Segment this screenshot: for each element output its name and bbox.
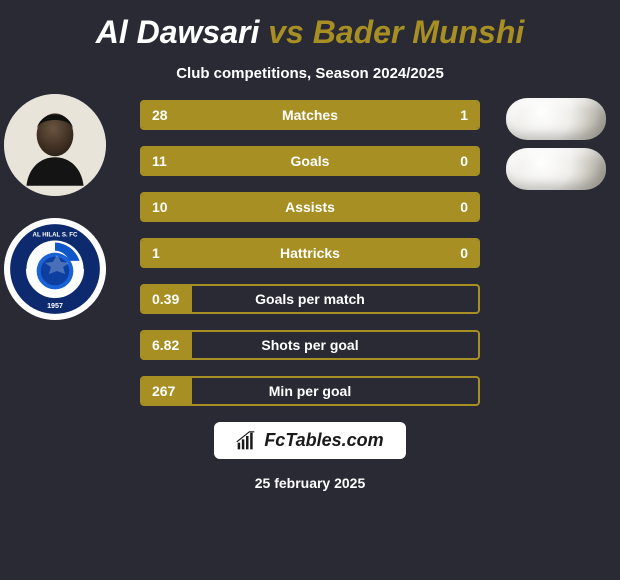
stat-row: 6.82Shots per goal (140, 330, 480, 360)
player1-name: Al Dawsari (96, 14, 260, 50)
stat-row: 110Goals (140, 146, 480, 176)
stat-row: 10Hattricks (140, 238, 480, 268)
date-text: 25 february 2025 (0, 475, 620, 491)
player2-name: Bader Munshi (313, 14, 525, 50)
chart-icon (236, 431, 256, 451)
svg-text:AL HILAL S. FC: AL HILAL S. FC (33, 231, 79, 238)
stat-label: Goals (142, 148, 478, 174)
stat-label: Hattricks (142, 240, 478, 266)
player1-club-logo: AL HILAL S. FC 1957 (4, 218, 106, 320)
player1-avatar (4, 94, 106, 196)
stat-label: Matches (142, 102, 478, 128)
stat-row: 100Assists (140, 192, 480, 222)
stat-bars: 281Matches 110Goals 100Assists 10Hattricks 0… (140, 100, 480, 406)
stat-label: Goals per match (142, 286, 478, 312)
avatar-placeholder-icon (4, 94, 106, 196)
comparison-card: Al Dawsari vs Bader Munshi Club competit… (0, 0, 620, 580)
stat-row: 281Matches (140, 100, 480, 130)
club-crest-icon: AL HILAL S. FC 1957 (4, 218, 106, 320)
brand-badge[interactable]: FcTables.com (214, 422, 405, 459)
player2-avatar (506, 98, 606, 140)
stat-label: Assists (142, 194, 478, 220)
stat-label: Shots per goal (142, 332, 478, 358)
page-title: Al Dawsari vs Bader Munshi (0, 14, 620, 51)
stat-label: Min per goal (142, 378, 478, 404)
svg-text:1957: 1957 (47, 302, 63, 310)
stat-row: 0.39Goals per match (140, 284, 480, 314)
stat-row: 267Min per goal (140, 376, 480, 406)
content-area: AL HILAL S. FC 1957 281Matches 110Goals 10… (0, 100, 620, 406)
brand-text: FcTables.com (264, 430, 383, 451)
vs-text: vs (268, 14, 304, 50)
player2-club-logo (506, 148, 606, 190)
subtitle: Club competitions, Season 2024/2025 (0, 65, 620, 82)
footer: FcTables.com (0, 422, 620, 459)
